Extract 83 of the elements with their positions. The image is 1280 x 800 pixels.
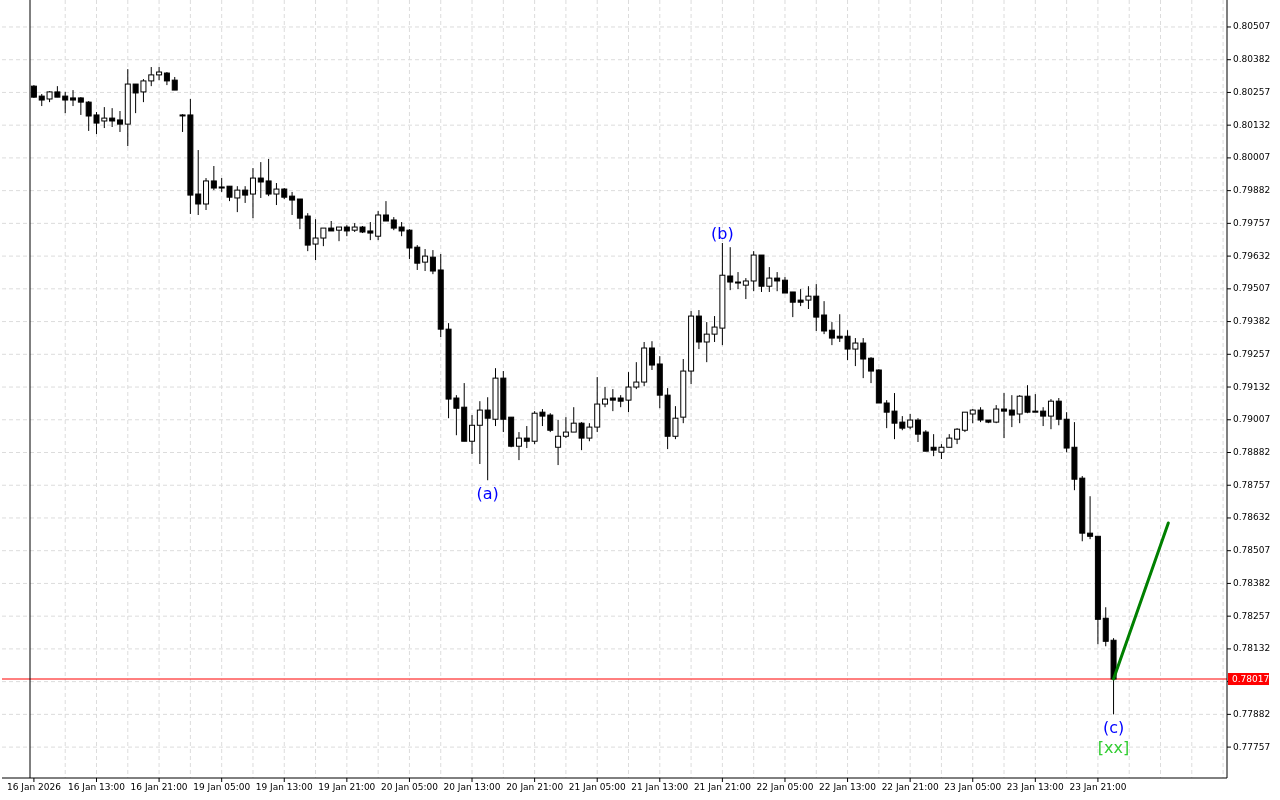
x-tick-label: 19 Jan 21:00 — [318, 782, 376, 792]
x-tick-label: 19 Jan 13:00 — [255, 782, 314, 792]
y-tick-label: 0.79507 — [1233, 283, 1271, 294]
candlestick — [476, 400, 483, 465]
x-tick-label: 22 Jan 13:00 — [819, 782, 877, 792]
y-tick-label: 0.79757 — [1233, 217, 1271, 228]
candlestick — [116, 110, 123, 133]
y-tick-label: 0.80007 — [1233, 152, 1271, 163]
candlestick — [828, 321, 835, 346]
candlestick — [469, 414, 476, 455]
candlestick — [961, 411, 968, 433]
candlestick — [242, 185, 249, 204]
y-tick-label: 0.77757 — [1233, 741, 1271, 752]
x-tick-label: 16 Jan 21:00 — [130, 782, 188, 792]
x-tick-label: 21 Jan 13:00 — [631, 782, 689, 792]
x-tick-label: 22 Jan 21:00 — [881, 782, 939, 792]
candlestick — [203, 177, 210, 211]
candlestick — [735, 271, 742, 290]
candlestick — [156, 66, 163, 81]
annotation: (c) — [1102, 717, 1125, 737]
candlestick — [562, 416, 569, 439]
y-tick-label: 0.79007 — [1233, 414, 1271, 425]
x-tick-label: 21 Jan 21:00 — [693, 782, 752, 792]
y-tick-label: 0.78257 — [1233, 610, 1271, 621]
x-tick-label: 19 Jan 05:00 — [193, 782, 251, 792]
candlestick — [1040, 406, 1047, 427]
y-tick-label: 0.80257 — [1233, 86, 1271, 97]
candlestick — [1008, 394, 1015, 428]
x-tick-label: 20 Jan 21:00 — [506, 782, 564, 792]
x-tick-label: 20 Jan 13:00 — [443, 782, 501, 792]
x-tick-label: 23 Jan 13:00 — [1006, 782, 1065, 792]
x-tick-label: 16 Jan 13:00 — [68, 782, 126, 792]
annotation: (b) — [711, 224, 734, 244]
candlestick — [249, 167, 256, 219]
y-tick-label: 0.78757 — [1233, 479, 1271, 490]
y-tick-label: 0.80132 — [1233, 119, 1271, 130]
candlestick — [1047, 398, 1054, 430]
y-tick-label: 0.78382 — [1233, 577, 1271, 588]
candlestick — [336, 226, 343, 242]
candlestick — [210, 165, 217, 191]
candlestick — [602, 386, 609, 408]
candlestick — [429, 249, 436, 275]
y-tick-label: 0.79382 — [1233, 316, 1271, 327]
candlestick — [868, 356, 875, 384]
candlestick — [821, 300, 828, 335]
candlestick — [296, 198, 303, 230]
candlestick — [289, 191, 296, 216]
candlestick — [382, 200, 389, 222]
y-tick-label: 0.77882 — [1233, 708, 1271, 719]
candlestick — [1001, 392, 1008, 439]
y-tick-label: 0.78132 — [1233, 643, 1271, 654]
candlestick — [648, 340, 655, 371]
candlestick — [774, 271, 781, 292]
annotation: [xx] — [1097, 737, 1130, 757]
x-tick-label: 21 Jan 05:00 — [568, 782, 626, 792]
candlestick — [77, 96, 84, 116]
candlestick — [375, 210, 382, 241]
candlestick — [422, 248, 429, 272]
y-tick-label: 0.79882 — [1233, 185, 1271, 196]
y-tick-label: 0.78882 — [1233, 447, 1271, 457]
x-tick-label: 16 Jan 2026 — [6, 782, 62, 792]
y-tick-label: 0.80382 — [1233, 54, 1271, 65]
x-tick-label: 22 Jan 05:00 — [756, 782, 814, 792]
candlestick — [609, 388, 616, 412]
ref-line-label: 0.78017 — [1232, 673, 1270, 684]
x-tick-label: 20 Jan 05:00 — [380, 782, 439, 792]
candlestick — [343, 224, 350, 237]
candlestick — [70, 89, 77, 107]
y-tick-label: 0.78507 — [1233, 545, 1271, 556]
candlestick — [515, 431, 522, 461]
y-tick-label: 0.80507 — [1233, 21, 1271, 32]
candlestick — [555, 419, 562, 466]
candlestick — [742, 277, 749, 300]
y-tick-label: 0.79132 — [1233, 381, 1271, 392]
annotation: (a) — [476, 483, 499, 503]
y-tick-label: 0.78632 — [1233, 512, 1271, 523]
x-tick-label: 23 Jan 21:00 — [1069, 782, 1127, 792]
x-tick-label: 23 Jan 05:00 — [944, 782, 1002, 792]
y-tick-label: 0.79257 — [1233, 348, 1271, 359]
candlestick — [914, 417, 921, 443]
y-tick-label: 0.79632 — [1233, 250, 1271, 261]
candlestick — [1087, 495, 1094, 540]
candlestick — [109, 107, 116, 128]
